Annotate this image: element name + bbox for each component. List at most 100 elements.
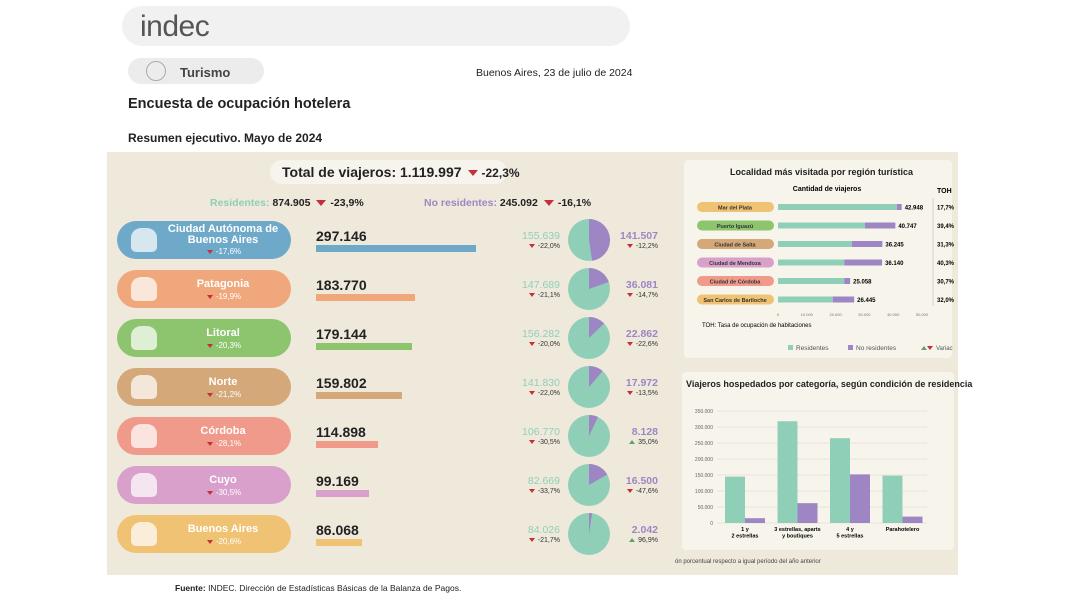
residents-value: 82.669 [527,475,560,487]
nonresidents-variation: 35,0% [588,439,658,446]
pie-slice-nonresidents [589,464,608,485]
residents-variation: -30,5% [490,439,560,446]
beach-umbrella-icon [131,522,157,546]
pie-slice-nonresidents [589,415,599,436]
category-pill [697,257,774,268]
category-pill [697,276,774,286]
bar-residents [882,475,903,523]
nonresidents-variation: 96,9% [588,537,658,544]
bar-nonresidents [851,241,883,247]
bar-total-label: 40.747 [898,224,917,230]
region-total-bar [316,490,370,497]
bar-residents [778,222,865,229]
residents-variation-value: -22,0% [537,243,560,250]
decrease-icon [206,392,213,397]
region-variation: -30,5% [157,489,291,497]
nonresidents-value: 245.092 [499,197,538,209]
decrease-icon [206,539,213,544]
llama-icon [131,375,157,399]
legend-swatch-residents [788,345,793,350]
top-chart: Cantidad de viajeros TOH Mar del Plata 42.9… [697,186,955,352]
category-label: Ciudad de Salta [714,243,756,249]
bar-nonresidents [864,222,896,229]
residence-pie [568,219,610,261]
region-variation: -20,3% [157,342,291,350]
region-name: Litoral [206,327,240,339]
bar-residents [778,204,897,210]
category-pill [697,220,774,231]
bar-residents [725,476,745,523]
nonresidents-value: 36.081 [625,279,658,291]
region-total: 179.144 [316,326,367,342]
residents-variation: -22,0% [490,243,560,250]
x-tick-label: 30.000 [858,312,871,317]
nonresidents-variation-value: -12,2% [635,243,658,250]
residents-variation-value: -21,1% [537,292,560,299]
region-total: 183.770 [316,277,367,293]
residents-variation: -22,0% [490,390,560,397]
bar-nonresidents [832,296,855,303]
residents-variation: -33,7% [490,488,560,495]
region-total-bar [316,294,415,301]
decrease-icon [528,293,535,298]
toh-value: 39,4% [937,224,955,230]
region-variation-value: -28,1% [215,439,242,448]
region-total: 159.802 [316,375,367,391]
region-pill: Norte -21,2% [117,368,291,406]
publication-date: Buenos Aires, 23 de julio de 2024 [476,67,633,79]
y-tick-label: 350.000 [695,409,713,415]
total-travelers: Total de viajeros: 1.119.997 -22,3% [282,164,520,180]
bar-total-label: 36.140 [885,261,904,267]
region-pill: Córdoba -28,1% [117,417,291,455]
x-tick-label: 20.000 [829,312,842,317]
nonresidents-variation-value: -22,6% [635,341,658,348]
bar-total-label: 26.445 [857,298,876,304]
residents-variation-value: -21,7% [537,537,560,544]
region-pill: Ciudad Autónoma de Buenos Aires -17,6% [117,221,291,259]
pie-slice-nonresidents [589,317,605,338]
variation-note: ón porcentual respecto a igual período d… [675,559,821,565]
total-variation: -22,3% [481,166,520,180]
decrease-icon [528,244,535,249]
region-total-bar [316,539,363,546]
region-variation: -19,9% [157,293,291,301]
region-variation: -21,2% [157,391,291,399]
nonresidents-value: 141.507 [620,230,658,242]
region-total-bar [316,441,378,448]
x-axis-title: Cantidad de viajeros [793,186,862,193]
region-name: Norte [208,376,238,388]
category-pill [697,239,774,249]
category-label: Ciudad de Mendoza [709,261,762,267]
category-label: Ciudad de Córdoba [710,280,762,286]
category-label: Mar del Plata [718,206,753,212]
nonresidents-label: No residentes: [424,197,497,209]
section-label: Turismo [180,65,231,80]
pie-slice-nonresidents [589,366,603,387]
decrease-icon [467,169,478,176]
nonresidents-value: 8.128 [631,426,658,438]
logo-bar [122,6,630,46]
bar-residents [777,421,798,523]
decrease-icon [528,489,535,494]
y-tick-label: 150.000 [695,473,713,479]
increase-icon [629,440,636,445]
toucan-icon [131,326,157,350]
bar-total-label: 25.058 [853,280,872,286]
nonresidents-variation-value: -47,6% [635,488,658,495]
bar-residents [778,296,833,303]
nonresidents-variation-value: -14,7% [635,292,658,299]
nonresidents-value: 2.042 [631,524,658,536]
nonresidents-variation: -22,6% [588,341,658,348]
decrease-icon [626,244,633,249]
legend-increase-icon [921,346,927,350]
nonresidents-value: 16.500 [625,475,658,487]
region-total-bar [316,245,476,252]
residents-variation: -21,1% [490,292,560,299]
legend-variation: Variac [936,346,953,352]
y-tick-label: 0 [710,521,713,527]
bar-nonresidents [797,503,818,523]
decrease-icon [316,199,327,206]
residents-variation: -21,7% [490,537,560,544]
bar-nonresidents [850,474,870,523]
